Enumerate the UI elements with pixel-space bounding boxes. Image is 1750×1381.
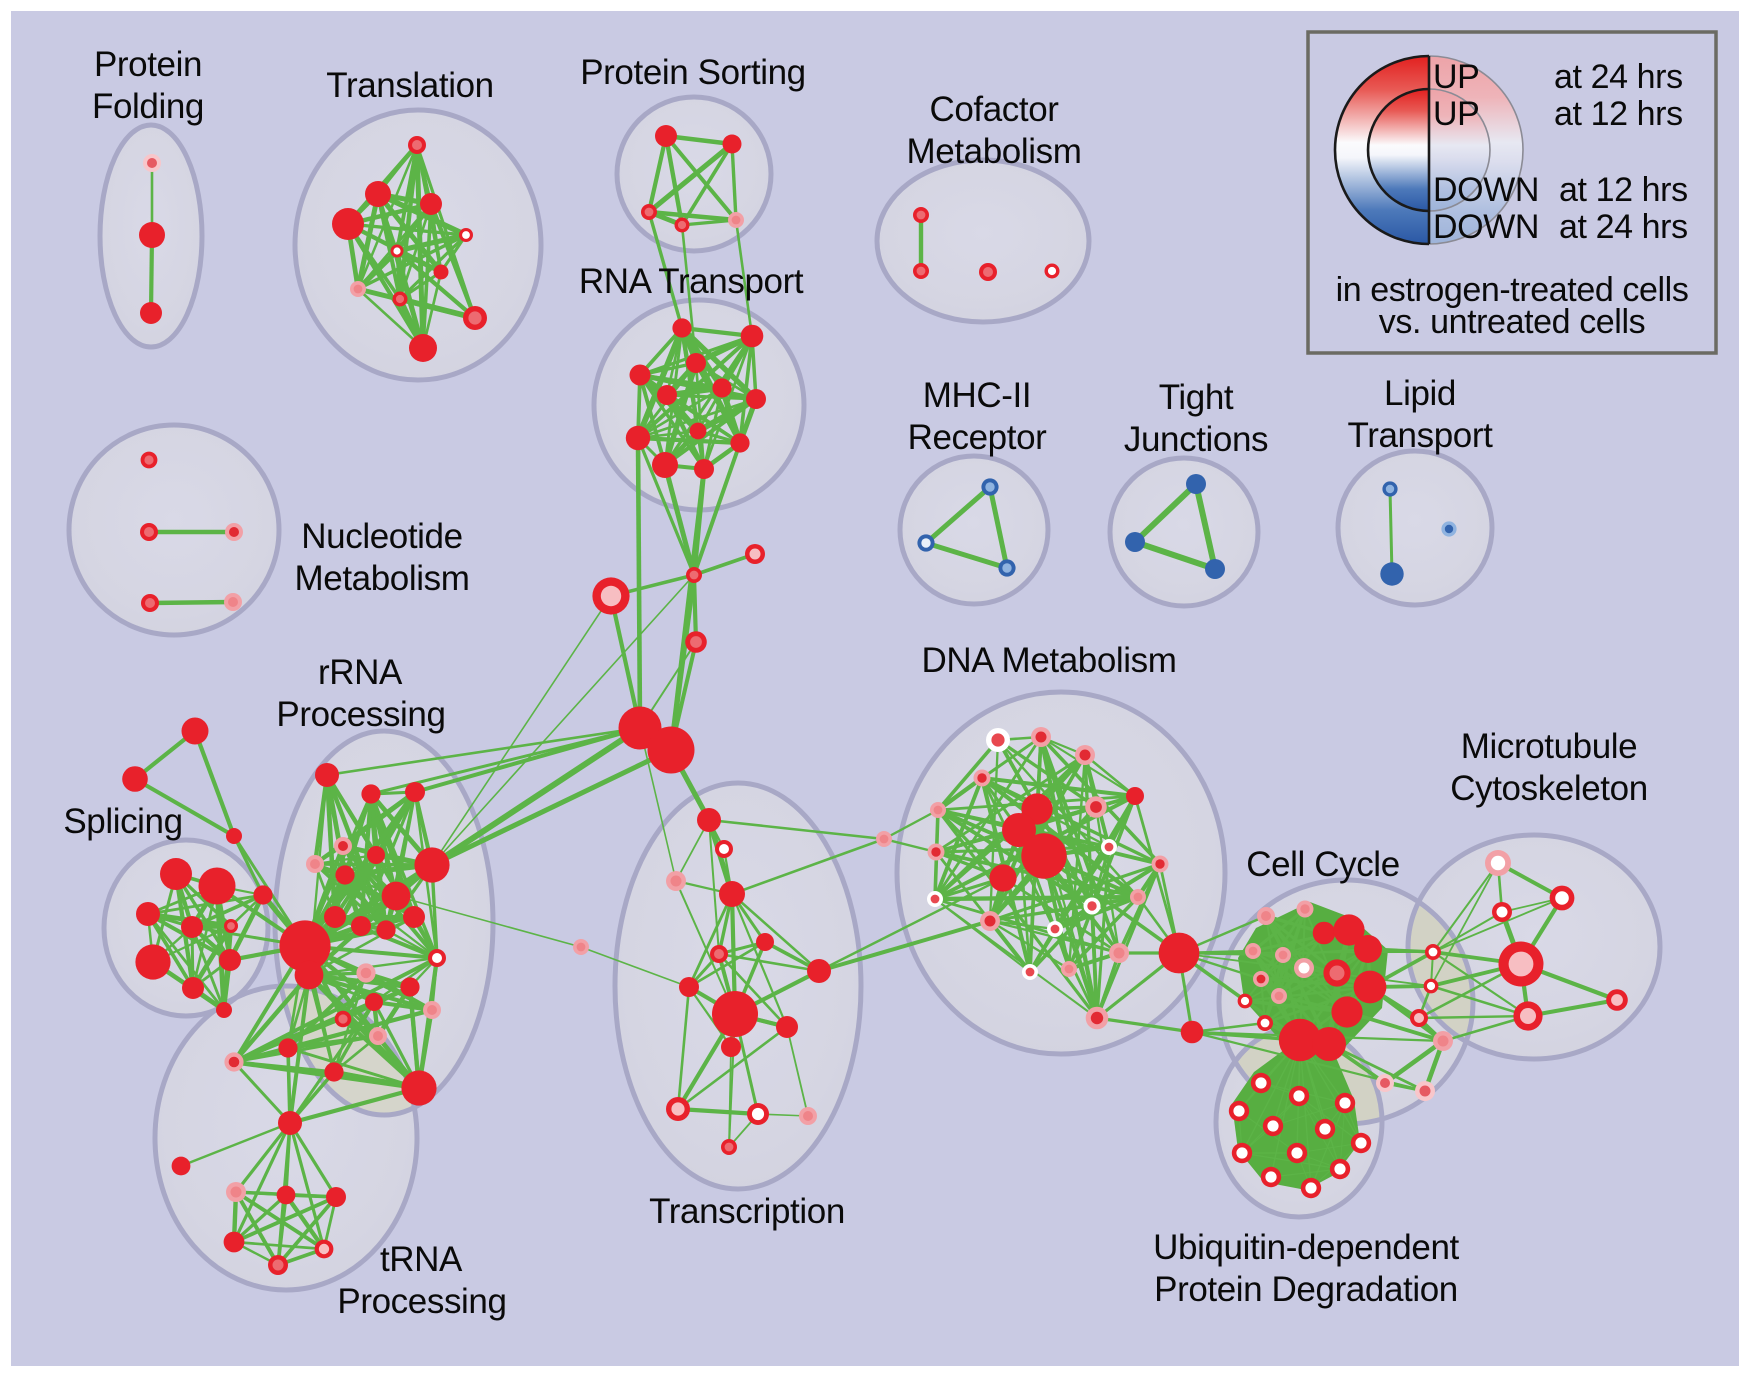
svg-text:Junctions: Junctions	[1124, 420, 1268, 459]
svg-text:Protein Degradation: Protein Degradation	[1154, 1270, 1458, 1309]
svg-text:rRNA: rRNA	[318, 653, 403, 692]
svg-text:at 24 hrs: at 24 hrs	[1554, 58, 1683, 96]
svg-text:Transcription: Transcription	[649, 1192, 845, 1231]
svg-text:Processing: Processing	[276, 695, 445, 734]
svg-text:MHC-II: MHC-II	[923, 376, 1031, 415]
svg-text:DNA Metabolism: DNA Metabolism	[921, 641, 1176, 680]
svg-text:Metabolism: Metabolism	[295, 559, 470, 598]
svg-text:DOWN: DOWN	[1433, 171, 1539, 209]
svg-text:at 12 hrs: at 12 hrs	[1554, 95, 1683, 133]
svg-text:Transport: Transport	[1348, 416, 1494, 455]
svg-text:Splicing: Splicing	[63, 802, 182, 841]
svg-text:Cofactor: Cofactor	[929, 90, 1059, 129]
svg-text:Receptor: Receptor	[908, 418, 1048, 457]
svg-text:Microtubule: Microtubule	[1461, 727, 1638, 766]
svg-text:DOWN: DOWN	[1433, 208, 1539, 246]
svg-text:Nucleotide: Nucleotide	[301, 517, 462, 556]
svg-text:Tight: Tight	[1159, 378, 1234, 417]
svg-text:Ubiquitin-dependent: Ubiquitin-dependent	[1153, 1228, 1459, 1267]
svg-text:Cytoskeleton: Cytoskeleton	[1450, 769, 1648, 808]
svg-text:at 24 hrs: at 24 hrs	[1559, 208, 1688, 246]
svg-text:Metabolism: Metabolism	[907, 132, 1082, 171]
svg-text:Protein Sorting: Protein Sorting	[580, 53, 806, 92]
svg-text:UP: UP	[1433, 95, 1479, 133]
svg-text:vs. untreated cells: vs. untreated cells	[1379, 303, 1645, 341]
svg-text:Cell Cycle: Cell Cycle	[1246, 845, 1400, 884]
svg-text:Processing: Processing	[337, 1282, 506, 1321]
svg-text:Translation: Translation	[326, 66, 493, 105]
svg-text:UP: UP	[1433, 58, 1479, 96]
svg-text:Folding: Folding	[92, 87, 204, 126]
svg-text:RNA Transport: RNA Transport	[579, 262, 804, 301]
svg-text:Protein: Protein	[94, 45, 202, 84]
svg-text:tRNA: tRNA	[380, 1240, 463, 1279]
svg-text:at 12 hrs: at 12 hrs	[1559, 171, 1688, 209]
svg-text:in estrogen-treated cells: in estrogen-treated cells	[1336, 271, 1689, 309]
svg-text:Lipid: Lipid	[1384, 374, 1456, 413]
